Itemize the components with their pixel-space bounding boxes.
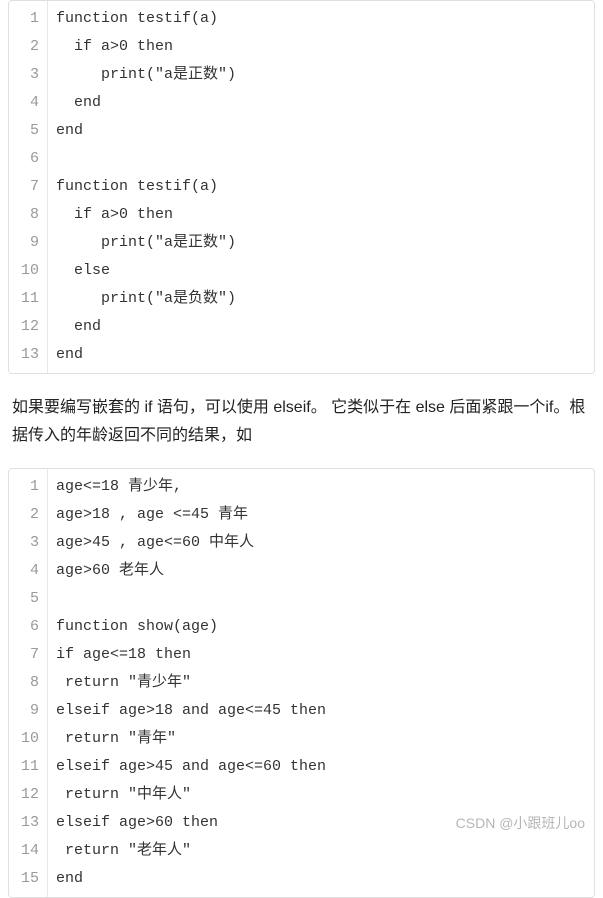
line-number: 12 xyxy=(9,781,47,809)
line-number: 8 xyxy=(9,201,47,229)
code-line: function testif(a) xyxy=(56,5,594,33)
line-number: 15 xyxy=(9,865,47,893)
line-number: 14 xyxy=(9,837,47,865)
code-line: end xyxy=(56,89,594,117)
code-line: return "青少年" xyxy=(56,669,594,697)
line-number: 2 xyxy=(9,33,47,61)
code-line: else xyxy=(56,257,594,285)
line-number: 6 xyxy=(9,145,47,173)
code-line xyxy=(56,145,594,173)
code-line: return "青年" xyxy=(56,725,594,753)
code-line: elseif age>45 and age<=60 then xyxy=(56,753,594,781)
code-line: print("a是正数") xyxy=(56,229,594,257)
code-line: function testif(a) xyxy=(56,173,594,201)
line-number: 2 xyxy=(9,501,47,529)
line-number: 13 xyxy=(9,341,47,369)
line-number: 3 xyxy=(9,61,47,89)
code-content-1: 1 2 3 4 5 6 7 8 9 10 11 12 13 function t… xyxy=(9,1,594,373)
code-lines-2: age<=18 青少年, age>18 , age <=45 青年 age>45… xyxy=(48,469,594,897)
code-line: end xyxy=(56,313,594,341)
code-line: age>18 , age <=45 青年 xyxy=(56,501,594,529)
line-number: 1 xyxy=(9,5,47,33)
line-number: 11 xyxy=(9,753,47,781)
line-number: 9 xyxy=(9,229,47,257)
line-number: 7 xyxy=(9,173,47,201)
code-line: if a>0 then xyxy=(56,201,594,229)
code-line: function show(age) xyxy=(56,613,594,641)
code-line: age<=18 青少年, xyxy=(56,473,594,501)
code-line: age>60 老年人 xyxy=(56,557,594,585)
code-line: elseif age>60 then xyxy=(56,809,594,837)
code-line: end xyxy=(56,341,594,369)
code-line: if age<=18 then xyxy=(56,641,594,669)
line-number: 4 xyxy=(9,89,47,117)
code-lines-1: function testif(a) if a>0 then print("a是… xyxy=(48,1,594,373)
line-number: 4 xyxy=(9,557,47,585)
prose-paragraph: 如果要编写嵌套的 if 语句，可以使用 elseif。 它类似于在 else 后… xyxy=(12,394,591,450)
line-number: 1 xyxy=(9,473,47,501)
line-number: 12 xyxy=(9,313,47,341)
line-number: 13 xyxy=(9,809,47,837)
code-line: if a>0 then xyxy=(56,33,594,61)
line-number-gutter-1: 1 2 3 4 5 6 7 8 9 10 11 12 13 xyxy=(9,1,48,373)
code-block-1: 1 2 3 4 5 6 7 8 9 10 11 12 13 function t… xyxy=(8,0,595,374)
code-line: age>45 , age<=60 中年人 xyxy=(56,529,594,557)
line-number: 6 xyxy=(9,613,47,641)
line-number: 5 xyxy=(9,585,47,613)
code-line: print("a是正数") xyxy=(56,61,594,89)
code-line: return "中年人" xyxy=(56,781,594,809)
line-number: 10 xyxy=(9,725,47,753)
line-number: 8 xyxy=(9,669,47,697)
line-number-gutter-2: 1 2 3 4 5 6 7 8 9 10 11 12 13 14 15 xyxy=(9,469,48,897)
line-number: 3 xyxy=(9,529,47,557)
code-line: end xyxy=(56,117,594,145)
line-number: 11 xyxy=(9,285,47,313)
line-number: 5 xyxy=(9,117,47,145)
code-line: end xyxy=(56,865,594,893)
code-content-2: 1 2 3 4 5 6 7 8 9 10 11 12 13 14 15 age<… xyxy=(9,469,594,897)
code-line: print("a是负数") xyxy=(56,285,594,313)
line-number: 10 xyxy=(9,257,47,285)
code-line xyxy=(56,585,594,613)
line-number: 7 xyxy=(9,641,47,669)
code-line: elseif age>18 and age<=45 then xyxy=(56,697,594,725)
code-line: return "老年人" xyxy=(56,837,594,865)
line-number: 9 xyxy=(9,697,47,725)
code-block-2: 1 2 3 4 5 6 7 8 9 10 11 12 13 14 15 age<… xyxy=(8,468,595,898)
